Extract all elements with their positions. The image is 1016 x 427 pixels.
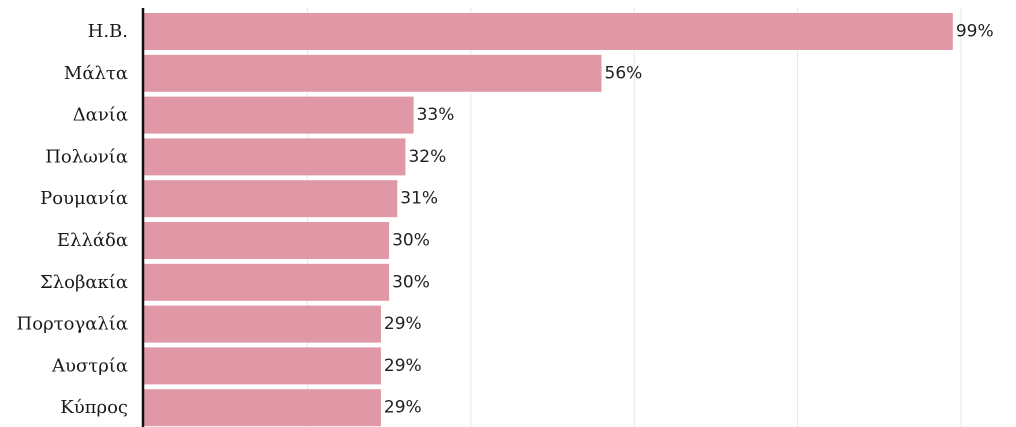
category-label: Πολωνία [45,146,128,167]
category-label: Κύπρος [60,397,128,418]
value-label: 33% [417,105,455,125]
category-label: Δανία [73,105,128,126]
value-label: 30% [392,272,430,292]
value-label: 29% [384,398,422,418]
bar [144,96,414,134]
bar [144,54,602,92]
category-label: Σλοβακία [40,272,128,293]
category-label: Πορτογαλία [17,314,128,335]
bar [144,305,381,343]
value-label: 30% [392,231,430,251]
value-labels: 99% 56% 33% 32% 31% 30% 30% 29% 29% 29% [384,22,994,418]
bar [144,263,390,301]
bar [144,180,398,218]
category-label: Μάλτα [64,63,128,84]
bar [144,347,381,385]
value-label: 32% [408,147,446,167]
bar [144,222,390,259]
bar [144,13,953,50]
bar [144,138,406,176]
bars [144,13,953,427]
value-label: 29% [384,314,422,334]
category-label: Ρουμανία [40,188,128,209]
category-labels: Η.Β. Μάλτα Δανία Πολωνία Ρουμανία Ελλάδα Σλοβα… [17,21,128,418]
category-label: Ελλάδα [57,230,128,251]
value-label: 56% [605,63,643,83]
value-label: 99% [956,22,994,42]
category-label: Η.Β. [88,21,128,42]
value-label: 29% [384,356,422,376]
bar [144,389,381,427]
category-label: Αυστρία [51,355,128,376]
value-label: 31% [400,189,438,209]
